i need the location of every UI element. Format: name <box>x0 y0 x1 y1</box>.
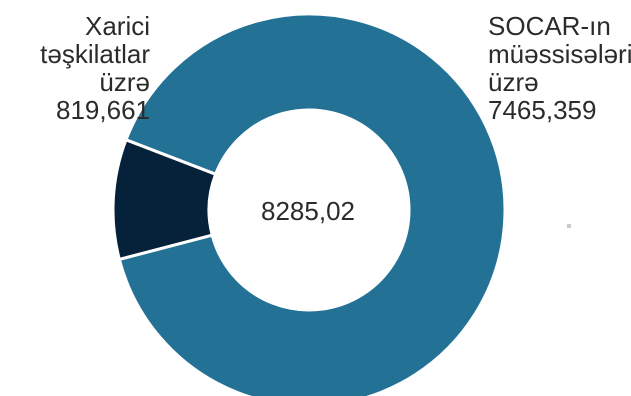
slice-label-line: SOCAR-ın <box>488 11 611 41</box>
slice-socar-enterprises <box>117 12 507 396</box>
slice-label-line: üzrə <box>99 67 150 97</box>
slice-value-label: 819,661 <box>56 95 150 125</box>
slice-label-foreign-organizations: Xarici təşkilatlar üzrə 819,661 <box>10 12 150 124</box>
slice-label-line: üzrə <box>488 67 539 97</box>
slice-label-socar-enterprises: SOCAR-ın müəssisələri üzrə 7465,359 <box>488 11 631 125</box>
slice-value-label: 7465,359 <box>488 95 597 125</box>
slice-label-line: təşkilatlar <box>40 39 150 69</box>
slice-label-line: müəssisələri <box>488 39 631 69</box>
center-total-label: 8285,02 <box>261 196 355 226</box>
decorative-dot <box>567 224 571 228</box>
slice-label-line: Xarici <box>84 11 150 41</box>
